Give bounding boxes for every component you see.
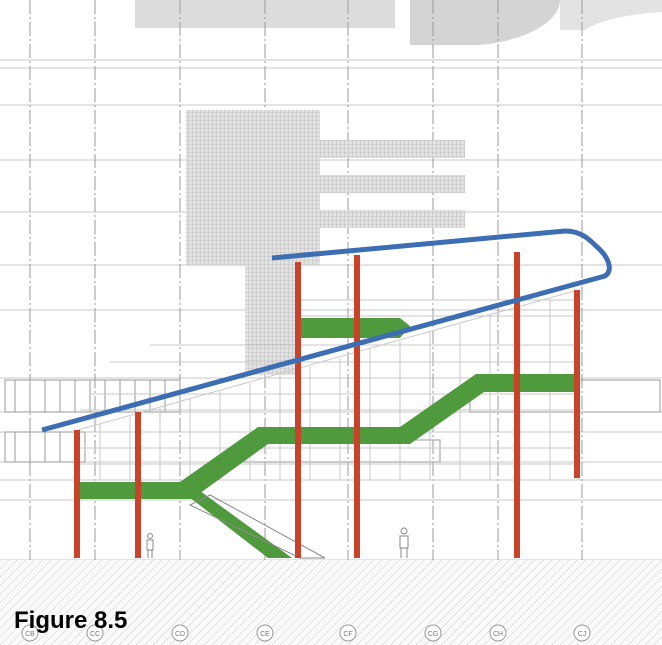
columns: [74, 252, 580, 558]
grid-bubble: [489, 624, 507, 642]
grid-bubble: [86, 624, 104, 642]
grid-label: CB: [25, 631, 35, 638]
grid-label: CD: [175, 631, 185, 638]
grid-labels: CB CC CD CE CF CG CH CJ: [21, 624, 591, 642]
grid-label: CJ: [578, 631, 587, 638]
mesh-panels: [186, 110, 465, 375]
grid-bubble: [21, 624, 39, 642]
caption: Figure 8.5: [14, 607, 127, 634]
ground: [0, 560, 662, 645]
escalator: [188, 494, 326, 559]
grid-bubble: [256, 624, 274, 642]
grid-label: CF: [343, 631, 352, 638]
grid-bubble: [339, 624, 357, 642]
figures: [146, 527, 409, 558]
grid-label: CH: [493, 631, 503, 638]
grid-label: CE: [260, 631, 270, 638]
grid-bubble: [424, 624, 442, 642]
canopy-line: [41, 228, 612, 433]
grid-label: CG: [428, 631, 439, 638]
grid-bubble: [573, 624, 591, 642]
grid-label: CC: [90, 631, 100, 638]
grid-bubble: [171, 624, 189, 642]
